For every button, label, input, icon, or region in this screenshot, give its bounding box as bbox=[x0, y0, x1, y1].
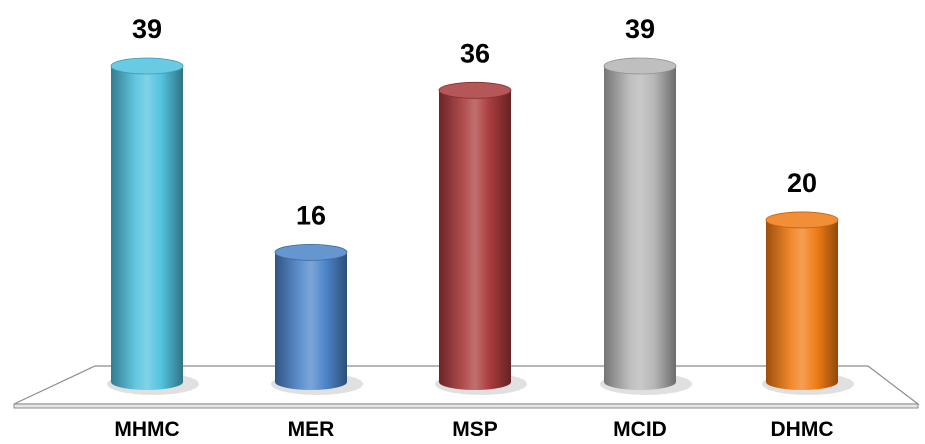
category-label-mhmc: MHMC bbox=[114, 418, 179, 441]
bar-mhmc bbox=[107, 57, 199, 395]
category-label-dhmc: DHMC bbox=[771, 418, 834, 441]
category-labels-layer: MHMC MER MSP MCID DHMC bbox=[114, 418, 833, 441]
bar-top-cap bbox=[438, 81, 512, 99]
bar-body bbox=[275, 252, 347, 390]
bar-mcid bbox=[600, 57, 692, 395]
data-labels-layer: 39 16 36 39 20 bbox=[132, 14, 817, 230]
bar-body bbox=[766, 219, 838, 390]
bar-body bbox=[439, 90, 511, 391]
data-label-mcid: 39 bbox=[625, 14, 655, 44]
data-label-mer: 16 bbox=[296, 200, 326, 230]
bars-layer bbox=[107, 57, 854, 395]
bar-dhmc bbox=[762, 211, 854, 395]
bar-top-cap bbox=[110, 57, 184, 75]
category-label-mcid: MCID bbox=[613, 418, 667, 441]
bar-body bbox=[111, 66, 183, 390]
bar-msp bbox=[435, 81, 527, 395]
category-label-mer: MER bbox=[288, 418, 335, 441]
bar-mer bbox=[271, 243, 363, 395]
data-label-msp: 36 bbox=[460, 38, 490, 68]
data-label-mhmc: 39 bbox=[132, 14, 162, 44]
floor-front bbox=[13, 403, 919, 409]
category-label-msp: MSP bbox=[452, 418, 498, 441]
data-label-dhmc: 20 bbox=[787, 168, 817, 198]
bar-top-cap bbox=[603, 57, 677, 75]
bar-body bbox=[604, 66, 676, 390]
bar-top-cap bbox=[765, 211, 839, 229]
bar-top-cap bbox=[274, 243, 348, 261]
